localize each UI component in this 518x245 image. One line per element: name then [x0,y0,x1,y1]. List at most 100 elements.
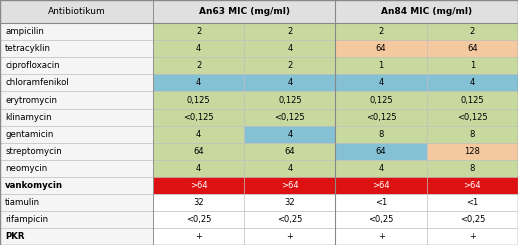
Bar [336,126,427,143]
Text: 4: 4 [379,78,384,87]
Bar [0,23,153,40]
Bar [244,160,336,177]
Bar [336,211,427,228]
Bar [336,143,427,160]
Text: 4: 4 [287,130,293,139]
Bar [244,109,336,126]
Bar [244,74,336,91]
Bar [427,228,518,245]
Text: ciprofloxacin: ciprofloxacin [5,61,60,70]
Text: 2: 2 [287,61,293,70]
Text: <0,125: <0,125 [366,113,396,122]
Text: 4: 4 [287,44,293,53]
Bar [336,23,427,40]
Text: <0,125: <0,125 [183,113,214,122]
Bar [0,0,153,23]
Text: +: + [469,232,476,241]
Text: 4: 4 [196,78,201,87]
Bar [244,211,336,228]
Text: 0,125: 0,125 [461,96,484,105]
Bar [153,228,244,245]
Text: Antibiotikum: Antibiotikum [48,7,105,16]
Text: 2: 2 [196,27,201,36]
Bar [427,126,518,143]
Text: 0,125: 0,125 [278,96,301,105]
Text: 4: 4 [196,44,201,53]
Bar [153,143,244,160]
Text: 2: 2 [196,61,201,70]
Text: +: + [378,232,384,241]
Bar [427,74,518,91]
Text: 2: 2 [470,27,475,36]
Bar [0,211,153,228]
Bar [336,57,427,74]
Text: 4: 4 [470,78,475,87]
Bar [153,211,244,228]
Text: tetracyklin: tetracyklin [5,44,51,53]
Bar [336,91,427,109]
Text: 1: 1 [470,61,475,70]
Text: 1: 1 [379,61,384,70]
Text: 2: 2 [287,27,293,36]
Text: 4: 4 [196,130,201,139]
Text: erytromycin: erytromycin [5,96,57,105]
Text: +: + [195,232,202,241]
Text: 64: 64 [193,147,204,156]
Text: 4: 4 [287,164,293,173]
Text: <0,25: <0,25 [277,215,303,224]
Text: chloramfenikol: chloramfenikol [5,78,69,87]
Text: >64: >64 [372,181,390,190]
Bar [153,177,244,194]
Text: An84 MIC (mg/ml): An84 MIC (mg/ml) [381,7,472,16]
Bar [0,126,153,143]
Text: 0,125: 0,125 [187,96,210,105]
Text: 4: 4 [379,164,384,173]
Bar [336,177,427,194]
Bar [244,194,336,211]
Text: 0,125: 0,125 [369,96,393,105]
Bar [153,57,244,74]
Bar [336,74,427,91]
Bar [427,160,518,177]
Bar [427,23,518,40]
Bar [244,177,336,194]
Text: rifampicin: rifampicin [5,215,48,224]
Text: 4: 4 [196,164,201,173]
Text: tiamulin: tiamulin [5,198,40,207]
Bar [153,23,244,40]
Text: >64: >64 [464,181,481,190]
Text: <0,25: <0,25 [459,215,485,224]
Bar [244,91,336,109]
Bar [0,228,153,245]
Bar [153,91,244,109]
Text: vankomycin: vankomycin [5,181,63,190]
Text: <0,25: <0,25 [186,215,211,224]
Text: <0,125: <0,125 [275,113,305,122]
Bar [427,211,518,228]
Bar [0,143,153,160]
Bar [244,143,336,160]
Bar [0,177,153,194]
Bar [336,40,427,57]
Bar [427,57,518,74]
Bar [153,126,244,143]
Bar [0,91,153,109]
Bar [0,57,153,74]
Text: 2: 2 [379,27,384,36]
Text: PKR: PKR [5,232,25,241]
Text: +: + [286,232,293,241]
Text: streptomycin: streptomycin [5,147,62,156]
Bar [427,40,518,57]
Text: 4: 4 [287,78,293,87]
Text: 64: 64 [376,147,386,156]
Bar [153,0,336,23]
Text: neomycin: neomycin [5,164,48,173]
Bar [427,177,518,194]
Bar [153,40,244,57]
Text: 8: 8 [470,164,475,173]
Bar [244,126,336,143]
Text: 64: 64 [467,44,478,53]
Text: >64: >64 [190,181,207,190]
Text: 128: 128 [465,147,480,156]
Bar [244,23,336,40]
